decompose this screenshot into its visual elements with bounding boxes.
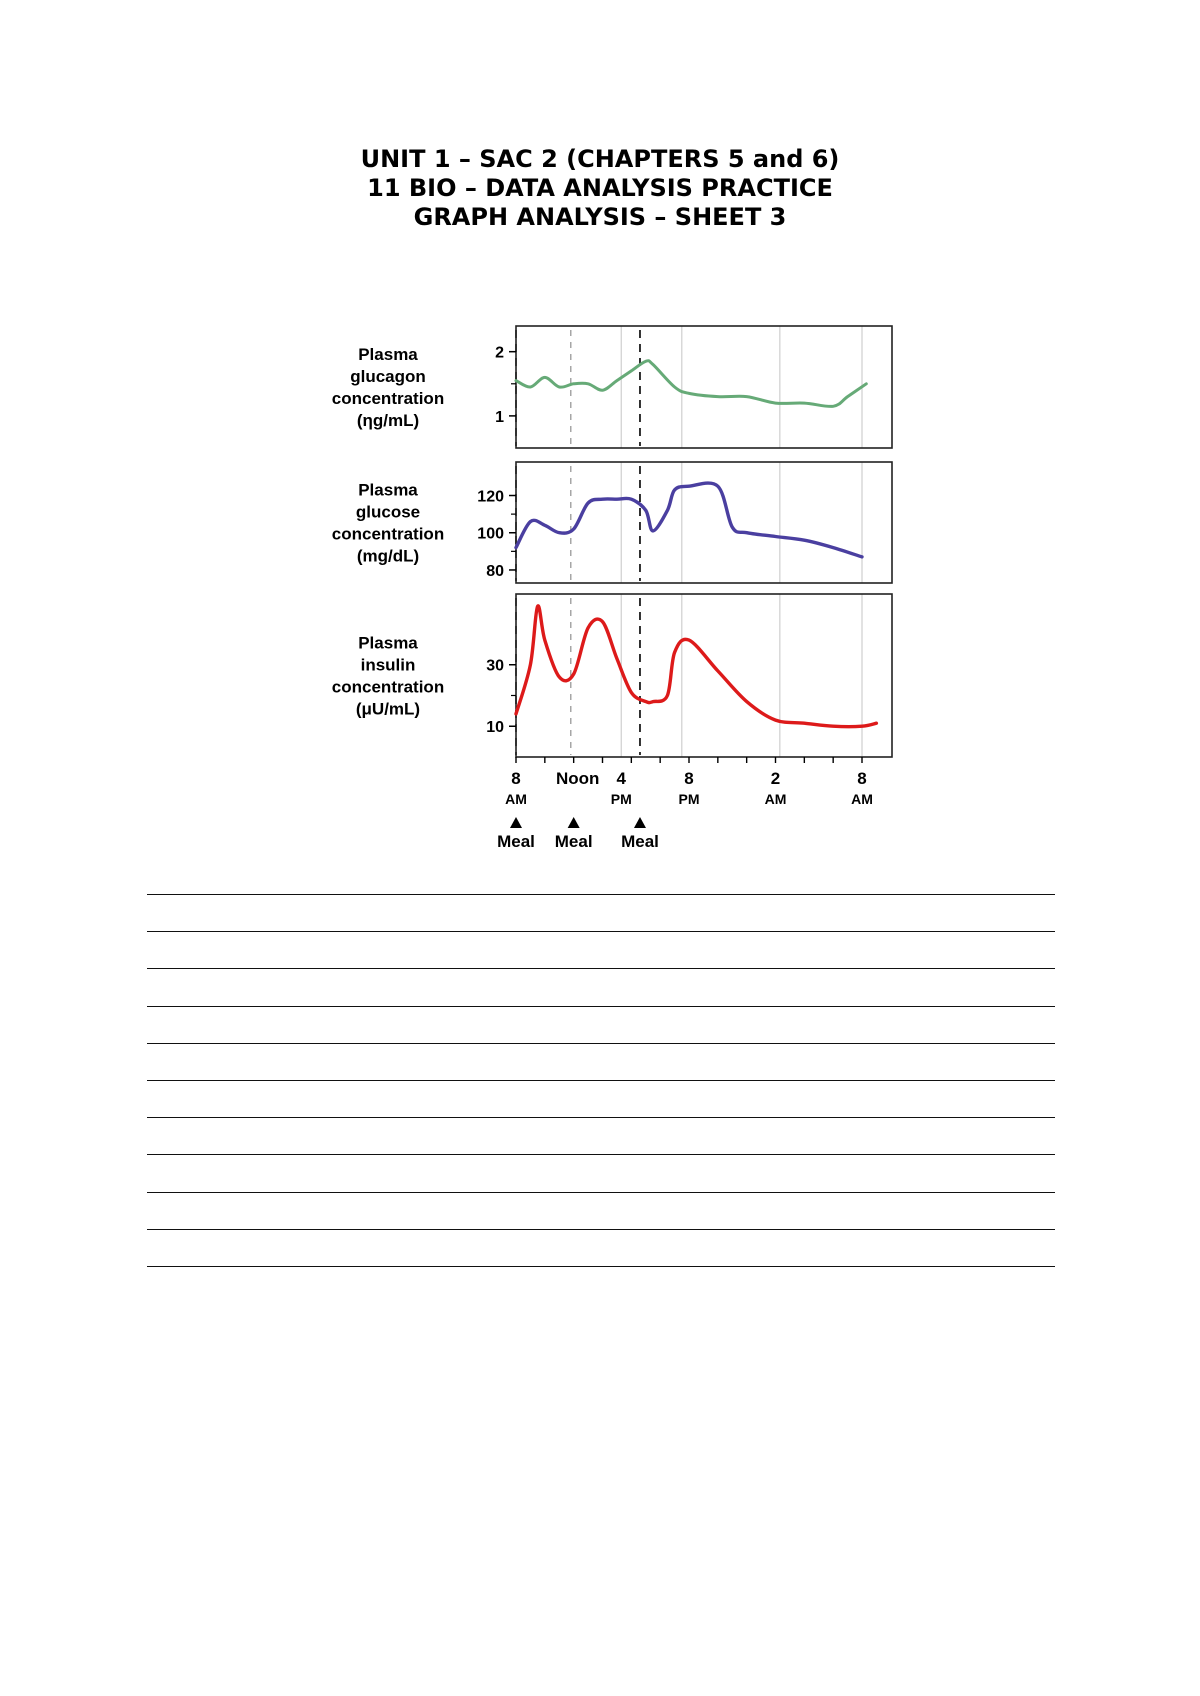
meal-label-1: Meal	[555, 832, 593, 851]
series-line-insulin	[514, 604, 879, 729]
xtick-label-top-5: 8	[857, 769, 866, 788]
header-line-2: 11 BIO – DATA ANALYSIS PRACTICE	[367, 174, 833, 202]
ylabel-glucose-2: concentration	[332, 525, 444, 544]
xtick-label-top-4: 2	[771, 769, 780, 788]
panel-frame-insulin	[515, 593, 893, 758]
meal-triangle-2	[633, 817, 646, 828]
series-line-glucagon	[514, 359, 868, 408]
answer-line	[147, 894, 1055, 895]
ytick-label-glucagon-1: 1	[495, 409, 504, 426]
meal-triangle-0	[510, 817, 522, 828]
ylabel-glucagon-2: concentration	[332, 389, 444, 408]
xtick-label-bottom-5: AM	[851, 791, 873, 807]
answer-line	[147, 1117, 1055, 1119]
xtick-label-top-2: 4	[617, 769, 627, 788]
ytick-label-insulin-10: 10	[486, 719, 504, 736]
series-line-glucose	[514, 481, 864, 559]
ytick-label-glucose-100: 100	[477, 526, 504, 543]
ylabel-insulin-3: (μU/mL)	[356, 700, 420, 719]
answer-line	[147, 931, 1055, 933]
xtick-label-top-0: 8	[511, 769, 520, 788]
header-line-1: UNIT 1 – SAC 2 (CHAPTERS 5 and 6)	[360, 145, 840, 173]
meal-label-0: Meal	[497, 832, 535, 851]
ytick-label-glucose-120: 120	[477, 489, 504, 506]
xtick-label-bottom-2: PM	[611, 791, 632, 807]
xtick-label-top-1: Noon	[556, 769, 599, 788]
xtick-label-top-3: 8	[684, 769, 693, 788]
answer-line	[147, 1265, 1055, 1267]
answer-lines	[147, 880, 1055, 1303]
ylabel-glucagon-0: Plasma	[358, 345, 418, 364]
hormone-chart-svg: 1 2 Plasma glucagon concentration (ηg/mL) 80 10…	[332, 325, 893, 851]
xtick-label-bottom-0: AM	[505, 791, 527, 807]
ylabel-glucagon-1: glucagon	[350, 367, 426, 386]
ylabel-glucose-0: Plasma	[358, 481, 418, 500]
answer-line	[147, 1042, 1055, 1044]
panel-frame-glucose	[515, 461, 893, 584]
ytick-label-glucagon-2: 2	[495, 345, 504, 362]
hormone-figure: 1 2 Plasma glucagon concentration (ηg/mL) 80 10…	[332, 325, 893, 851]
header-line-3: GRAPH ANALYSIS – SHEET 3	[413, 203, 787, 231]
ylabel-insulin-1: insulin	[361, 656, 416, 675]
panel-frame-glucagon	[515, 325, 893, 449]
ylabel-insulin-0: Plasma	[358, 634, 418, 653]
ylabel-glucose-3: (mg/dL)	[357, 547, 419, 566]
answer-line	[147, 1191, 1055, 1193]
answer-line	[147, 1079, 1055, 1081]
answer-line	[147, 1228, 1055, 1230]
answer-line	[147, 1154, 1055, 1156]
ylabel-glucose-1: glucose	[356, 503, 420, 522]
ylabel-glucagon-3: (ηg/mL)	[357, 411, 419, 430]
xtick-label-bottom-4: AM	[765, 791, 787, 807]
meal-label-2: Meal	[621, 832, 659, 851]
worksheet-header: UNIT 1 – SAC 2 (CHAPTERS 5 and 6) 11 BIO…	[0, 145, 1200, 232]
xtick-label-bottom-3: PM	[679, 791, 700, 807]
answer-line	[147, 1005, 1055, 1007]
ylabel-insulin-2: concentration	[332, 678, 444, 697]
answer-line	[147, 968, 1055, 970]
meal-triangle-1	[567, 817, 580, 828]
ytick-label-insulin-30: 30	[486, 658, 504, 675]
ytick-label-glucose-80: 80	[486, 563, 504, 580]
